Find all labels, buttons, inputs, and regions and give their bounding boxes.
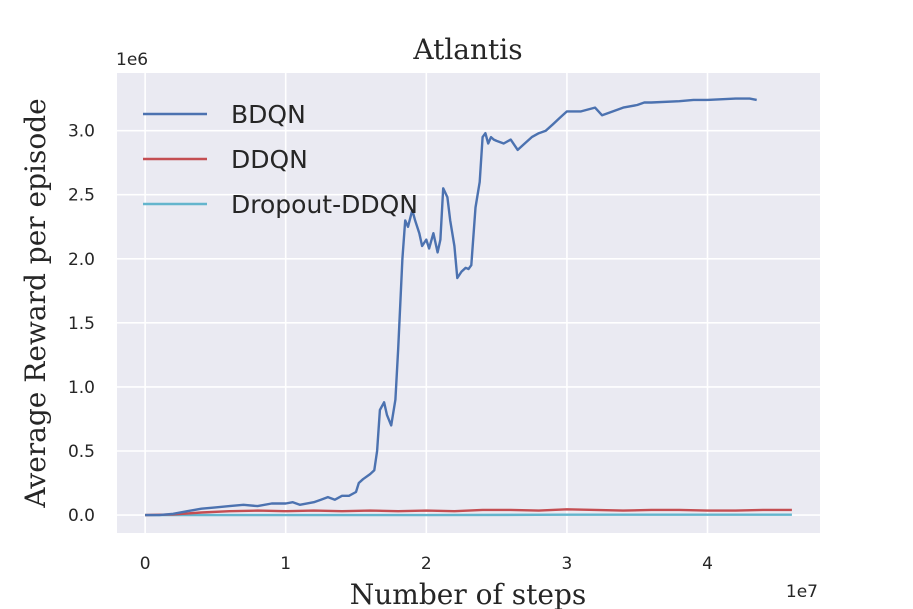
- series-line-bdqn: [145, 97, 757, 517]
- legend: BDQN DDQN Dropout-DDQN: [143, 100, 418, 219]
- x-axis-ticks: 0 1 2 3 4: [140, 554, 713, 574]
- legend-label-ddqn: DDQN: [231, 145, 308, 174]
- plot-area: [117, 73, 820, 533]
- x-tick-label: 4: [702, 554, 713, 574]
- legend-label-dropout-ddqn: Dropout-DDQN: [231, 190, 418, 219]
- x-tick-label: 0: [140, 554, 151, 574]
- x-tick-label: 1: [280, 554, 291, 574]
- x-axis-offset-label: 1e7: [786, 582, 818, 602]
- series-lines: [145, 97, 792, 517]
- y-tick-label: 2.5: [68, 186, 95, 206]
- chart-title: Atlantis: [412, 33, 522, 66]
- y-tick-label: 1.0: [68, 378, 95, 398]
- y-tick-label: 0.0: [68, 506, 95, 526]
- x-tick-label: 3: [562, 554, 573, 574]
- y-tick-label: 3.0: [68, 122, 95, 142]
- y-tick-label: 1.5: [68, 314, 95, 334]
- y-axis-label: Average Reward per episode: [19, 98, 52, 508]
- legend-label-bdqn: BDQN: [231, 100, 306, 129]
- y-tick-label: 0.5: [68, 442, 95, 462]
- x-axis-label: Number of steps: [350, 578, 586, 609]
- y-axis-ticks: 0.0 0.5 1.0 1.5 2.0 2.5 3.0: [68, 122, 95, 526]
- y-axis-offset-label: 1e6: [116, 50, 148, 70]
- series-line-ddqn: [145, 508, 792, 517]
- y-tick-label: 2.0: [68, 250, 95, 270]
- x-tick-label: 2: [421, 554, 432, 574]
